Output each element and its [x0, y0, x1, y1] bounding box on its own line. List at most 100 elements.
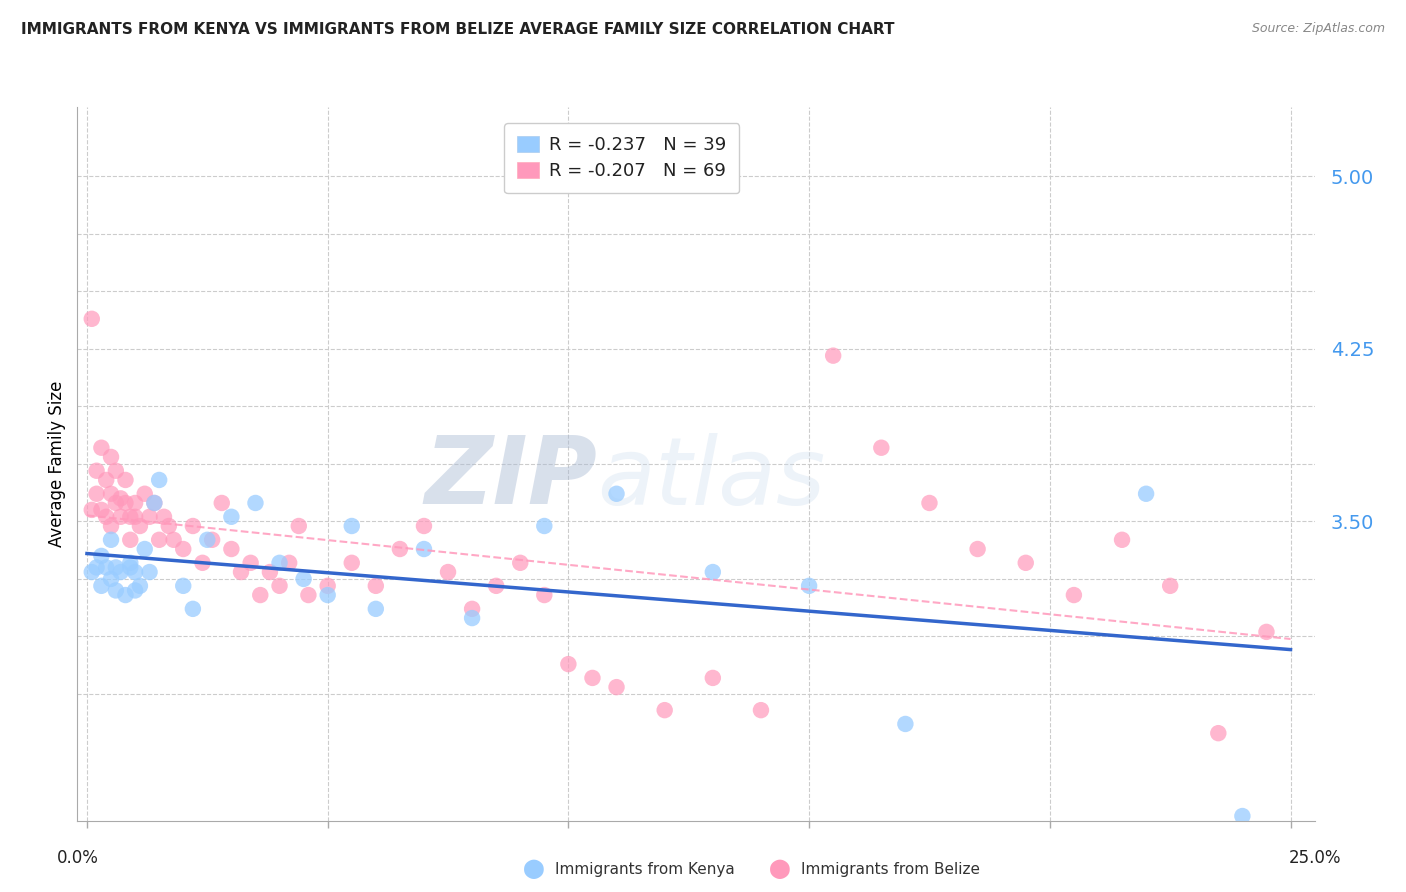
- Point: [870, 441, 893, 455]
- Point: [181, 602, 204, 616]
- Point: [221, 509, 243, 524]
- Point: [239, 556, 262, 570]
- Point: [104, 583, 127, 598]
- Text: Immigrants from Belize: Immigrants from Belize: [801, 863, 980, 877]
- Point: [1015, 556, 1038, 570]
- Point: [606, 487, 628, 501]
- Point: [702, 565, 724, 579]
- Point: [124, 509, 146, 524]
- Point: [181, 519, 204, 533]
- Point: [86, 464, 108, 478]
- Point: [1159, 579, 1181, 593]
- Point: [110, 565, 132, 579]
- Point: [316, 588, 339, 602]
- Point: [80, 565, 103, 579]
- Point: [157, 519, 180, 533]
- Point: [1256, 624, 1278, 639]
- Point: [120, 560, 142, 574]
- Point: [86, 487, 108, 501]
- Point: [461, 602, 484, 616]
- Point: [364, 579, 387, 593]
- Point: [100, 450, 122, 464]
- Point: [86, 560, 108, 574]
- Point: [297, 588, 319, 602]
- Point: [90, 549, 112, 563]
- Point: [148, 533, 170, 547]
- Point: [364, 602, 387, 616]
- Point: [288, 519, 311, 533]
- Point: [388, 541, 411, 556]
- Point: [124, 565, 146, 579]
- Point: [114, 473, 136, 487]
- Point: [211, 496, 233, 510]
- Text: 0.0%: 0.0%: [56, 849, 98, 867]
- Point: [114, 588, 136, 602]
- Point: [413, 519, 436, 533]
- Point: [120, 509, 142, 524]
- Point: [124, 496, 146, 510]
- Point: [96, 509, 118, 524]
- Point: [138, 509, 160, 524]
- Point: [129, 579, 152, 593]
- Point: [120, 556, 142, 570]
- Point: [104, 560, 127, 574]
- Point: [96, 473, 118, 487]
- Y-axis label: Average Family Size: Average Family Size: [48, 381, 66, 547]
- Point: [134, 541, 156, 556]
- Point: [104, 464, 127, 478]
- Point: [104, 496, 127, 510]
- Point: [80, 503, 103, 517]
- Point: [249, 588, 271, 602]
- Point: [100, 533, 122, 547]
- Point: [110, 491, 132, 506]
- Point: [129, 519, 152, 533]
- Point: [100, 519, 122, 533]
- Text: 25.0%: 25.0%: [1288, 849, 1341, 867]
- Point: [413, 541, 436, 556]
- Point: [918, 496, 941, 510]
- Point: [221, 541, 243, 556]
- Point: [557, 657, 579, 672]
- Text: ZIP: ZIP: [425, 432, 598, 524]
- Point: [606, 680, 628, 694]
- Point: [110, 509, 132, 524]
- Point: [124, 583, 146, 598]
- Point: [654, 703, 676, 717]
- Point: [316, 579, 339, 593]
- Point: [134, 487, 156, 501]
- Point: [96, 560, 118, 574]
- Point: [143, 496, 166, 510]
- Text: Immigrants from Kenya: Immigrants from Kenya: [555, 863, 735, 877]
- Point: [966, 541, 988, 556]
- Text: ⬤: ⬤: [523, 860, 546, 880]
- Point: [340, 519, 363, 533]
- Point: [509, 556, 531, 570]
- Point: [138, 565, 160, 579]
- Point: [823, 349, 845, 363]
- Point: [485, 579, 508, 593]
- Legend: R = -0.237   N = 39, R = -0.207   N = 69: R = -0.237 N = 39, R = -0.207 N = 69: [505, 123, 740, 194]
- Point: [90, 441, 112, 455]
- Point: [340, 556, 363, 570]
- Text: Source: ZipAtlas.com: Source: ZipAtlas.com: [1251, 22, 1385, 36]
- Point: [533, 519, 555, 533]
- Point: [201, 533, 224, 547]
- Point: [100, 487, 122, 501]
- Point: [749, 703, 772, 717]
- Point: [1063, 588, 1085, 602]
- Text: ⬤: ⬤: [769, 860, 792, 880]
- Point: [120, 533, 142, 547]
- Point: [245, 496, 267, 510]
- Point: [1232, 809, 1254, 823]
- Point: [191, 556, 214, 570]
- Point: [894, 717, 917, 731]
- Point: [797, 579, 820, 593]
- Text: IMMIGRANTS FROM KENYA VS IMMIGRANTS FROM BELIZE AVERAGE FAMILY SIZE CORRELATION : IMMIGRANTS FROM KENYA VS IMMIGRANTS FROM…: [21, 22, 894, 37]
- Point: [172, 579, 194, 593]
- Point: [153, 509, 176, 524]
- Point: [1135, 487, 1157, 501]
- Point: [100, 572, 122, 586]
- Point: [278, 556, 301, 570]
- Point: [195, 533, 218, 547]
- Point: [259, 565, 281, 579]
